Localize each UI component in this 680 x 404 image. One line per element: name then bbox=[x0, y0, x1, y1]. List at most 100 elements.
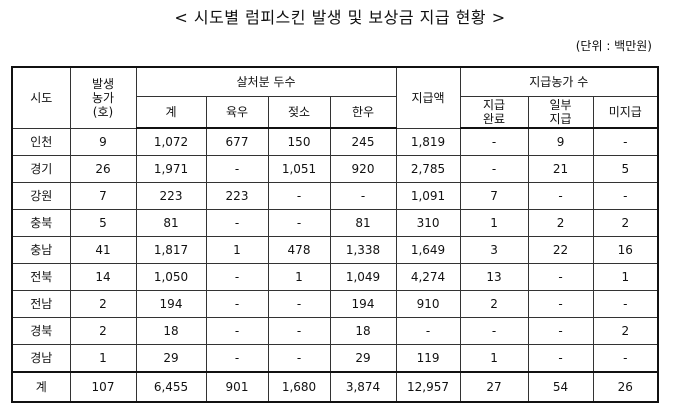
cell-beef: - bbox=[205, 290, 269, 318]
cell-total: 194 bbox=[135, 290, 207, 318]
cell-dairy: 478 bbox=[267, 236, 331, 264]
cell-region: 경북 bbox=[11, 317, 71, 345]
cell-dairy: 150 bbox=[267, 127, 331, 156]
cell-complete: 1 bbox=[459, 209, 529, 237]
cell-beef: - bbox=[205, 317, 269, 345]
header-culled-group: 살처분 두수 bbox=[135, 66, 397, 97]
table-row: 경기 26 1,971 - 1,051 920 2,785 - 21 5 bbox=[11, 155, 659, 183]
cell-farms: 41 bbox=[69, 236, 137, 264]
cell-beef: 677 bbox=[205, 127, 269, 156]
cell-partial: 54 bbox=[527, 371, 594, 403]
cell-partial: - bbox=[527, 263, 594, 291]
header-paid: 지급액 bbox=[395, 66, 461, 129]
cell-hanwoo: 1,338 bbox=[329, 236, 397, 264]
page-title: < 시도별 럼피스킨 발생 및 보상금 지급 현황 > bbox=[174, 8, 506, 27]
cell-unpaid: 26 bbox=[592, 371, 659, 403]
cell-dairy: - bbox=[267, 209, 331, 237]
cell-complete: 7 bbox=[459, 182, 529, 210]
cell-paid: 4,274 bbox=[395, 263, 461, 291]
table-row: 충북 5 81 - - 81 310 1 2 2 bbox=[11, 209, 659, 237]
table-row: 강원 7 223 223 - - 1,091 7 - - bbox=[11, 182, 659, 210]
cell-beef: - bbox=[205, 155, 269, 183]
header-farms-paid-group: 지급농가 수 bbox=[459, 66, 659, 97]
cell-unpaid: 16 bbox=[592, 236, 659, 264]
header-dairy: 젖소 bbox=[267, 96, 331, 129]
cell-partial: - bbox=[527, 317, 594, 345]
cell-unpaid: - bbox=[592, 182, 659, 210]
cell-partial: - bbox=[527, 182, 594, 210]
cell-farms: 1 bbox=[69, 344, 137, 373]
header-region: 시도 bbox=[11, 66, 71, 129]
cell-beef: - bbox=[205, 263, 269, 291]
cell-unpaid: - bbox=[592, 290, 659, 318]
cell-complete: 1 bbox=[459, 344, 529, 373]
cell-dairy: 1,051 bbox=[267, 155, 331, 183]
header-culled-total: 계 bbox=[135, 96, 207, 129]
cell-farms: 2 bbox=[69, 290, 137, 318]
cell-unpaid: 2 bbox=[592, 209, 659, 237]
cell-farms: 5 bbox=[69, 209, 137, 237]
cell-beef: - bbox=[205, 209, 269, 237]
cell-complete: 27 bbox=[459, 371, 529, 403]
table-row: 전남 2 194 - - 194 910 2 - - bbox=[11, 290, 659, 318]
cell-total: 1,050 bbox=[135, 263, 207, 291]
cell-partial: 9 bbox=[527, 127, 594, 156]
header-complete-text: 지급 완료 bbox=[482, 98, 506, 126]
cell-beef: 223 bbox=[205, 182, 269, 210]
cell-region: 충남 bbox=[11, 236, 71, 264]
cell-beef: 1 bbox=[205, 236, 269, 264]
cell-hanwoo: 245 bbox=[329, 127, 397, 156]
cell-hanwoo: 3,874 bbox=[329, 371, 397, 403]
cell-partial: - bbox=[527, 290, 594, 318]
cell-partial: - bbox=[527, 344, 594, 373]
cell-region: 인천 bbox=[11, 127, 71, 156]
unit-note: (단위 : 백만원) bbox=[575, 39, 652, 53]
cell-paid: 12,957 bbox=[395, 371, 461, 403]
table-row: 충남 41 1,817 1 478 1,338 1,649 3 22 16 bbox=[11, 236, 659, 264]
total-row: 계 107 6,455 901 1,680 3,874 12,957 27 54… bbox=[11, 371, 659, 403]
cell-total: 81 bbox=[135, 209, 207, 237]
cell-unpaid: 2 bbox=[592, 317, 659, 345]
cell-paid: 1,649 bbox=[395, 236, 461, 264]
header-hanwoo: 한우 bbox=[329, 96, 397, 129]
cell-unpaid: 5 bbox=[592, 155, 659, 183]
cell-unpaid: 1 bbox=[592, 263, 659, 291]
cell-dairy: - bbox=[267, 317, 331, 345]
cell-hanwoo: 920 bbox=[329, 155, 397, 183]
header-partial: 일부 지급 bbox=[527, 96, 594, 129]
cell-region: 계 bbox=[11, 371, 71, 403]
cell-farms: 26 bbox=[69, 155, 137, 183]
cell-complete: - bbox=[459, 317, 529, 345]
cell-unpaid: - bbox=[592, 344, 659, 373]
cell-complete: - bbox=[459, 127, 529, 156]
cell-hanwoo: 81 bbox=[329, 209, 397, 237]
header-farms: 발생 농가 (호) bbox=[69, 66, 137, 129]
cell-total: 29 bbox=[135, 344, 207, 373]
cell-total: 1,971 bbox=[135, 155, 207, 183]
cell-total: 223 bbox=[135, 182, 207, 210]
cell-total: 6,455 bbox=[135, 371, 207, 403]
table-row: 전북 14 1,050 - 1 1,049 4,274 13 - 1 bbox=[11, 263, 659, 291]
cell-complete: 13 bbox=[459, 263, 529, 291]
cell-farms: 9 bbox=[69, 127, 137, 156]
cell-dairy: - bbox=[267, 182, 331, 210]
header-unpaid: 미지급 bbox=[592, 96, 659, 129]
cell-paid: - bbox=[395, 317, 461, 345]
header-beef: 육우 bbox=[205, 96, 269, 129]
cell-hanwoo: 29 bbox=[329, 344, 397, 373]
cell-region: 경기 bbox=[11, 155, 71, 183]
cell-paid: 119 bbox=[395, 344, 461, 373]
cell-region: 강원 bbox=[11, 182, 71, 210]
cell-paid: 1,819 bbox=[395, 127, 461, 156]
cell-hanwoo: 18 bbox=[329, 317, 397, 345]
cell-complete: - bbox=[459, 155, 529, 183]
cell-total: 1,817 bbox=[135, 236, 207, 264]
cell-dairy: 1,680 bbox=[267, 371, 331, 403]
cell-farms: 2 bbox=[69, 317, 137, 345]
cell-region: 전남 bbox=[11, 290, 71, 318]
cell-farms: 14 bbox=[69, 263, 137, 291]
cell-partial: 21 bbox=[527, 155, 594, 183]
table-row: 경남 1 29 - - 29 119 1 - - bbox=[11, 344, 659, 373]
cell-paid: 910 bbox=[395, 290, 461, 318]
cell-total: 1,072 bbox=[135, 127, 207, 156]
